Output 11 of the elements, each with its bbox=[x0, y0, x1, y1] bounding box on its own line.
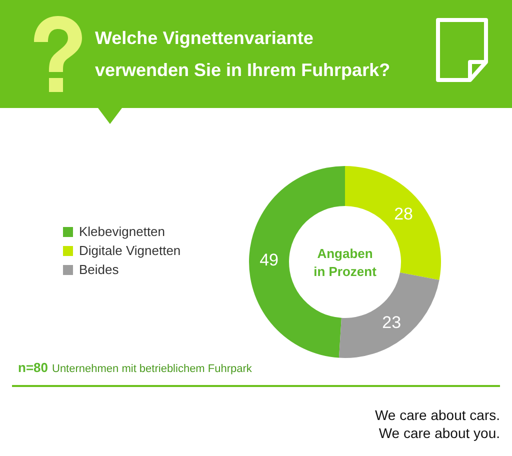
legend-label: Klebevignetten bbox=[79, 224, 166, 239]
text: n=80 bbox=[18, 360, 48, 375]
text: Angaben in Prozent bbox=[314, 246, 378, 279]
chart-title: Welche Vignettenvariante verwenden Sie in Ihrem Fuhrpark? bbox=[95, 28, 390, 80]
text: Unternehmen mit betrieblichem Fuhrpark bbox=[52, 363, 252, 375]
data-label: 49 bbox=[260, 250, 278, 270]
data-label: 28 bbox=[394, 204, 414, 224]
legend-label: Beides bbox=[79, 262, 120, 277]
data-label: 23 bbox=[382, 313, 402, 332]
legend-label: Digitale Vignetten bbox=[79, 243, 181, 258]
text: We care about cars. We care about you. bbox=[374, 407, 500, 441]
